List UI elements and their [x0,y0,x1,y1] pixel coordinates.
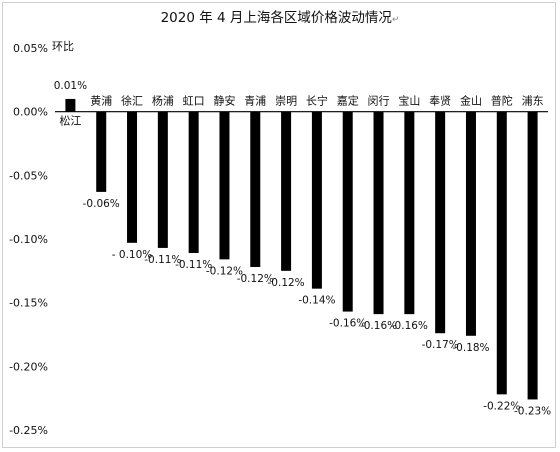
bar [96,111,107,192]
category-label: 静安 [213,94,235,108]
y-tick-label: -0.10% [9,233,48,246]
value-label: -0.12% [237,273,274,285]
bar [342,111,353,312]
value-label: -0.16% [329,318,366,330]
bar [219,111,230,260]
value-label: 0.01% [54,80,87,92]
category-label: 松江 [59,114,81,128]
bar [127,111,138,243]
category-label: 崇明 [275,95,297,108]
value-label: -0.11% [175,259,212,271]
category-label: 宝山 [398,94,420,108]
bar [527,111,538,400]
category-label: 普陀 [491,94,513,108]
y-tick-label: -0.05% [9,169,48,182]
y-tick-label: -0.20% [9,360,48,373]
bar [404,111,415,315]
value-label: -0.22% [483,400,520,412]
value-label: -0.06% [83,198,120,210]
value-label: -0.18% [452,342,489,354]
value-label: - 0.10% [112,249,153,261]
value-label: -0.11% [144,254,181,266]
category-label: 徐汇 [121,94,143,108]
value-label: -0.12% [206,265,243,277]
category-label: 奉贤 [429,94,451,108]
bar [465,111,476,336]
title-suffix-mark: ↵ [391,15,400,25]
value-label: -0.16% [360,320,397,332]
value-label: -0.16% [391,320,428,332]
bar [311,111,322,289]
y-tick-label: -0.15% [9,297,48,310]
chart-title: 2020 年 4 月上海各区域价格波动情况↵ [160,10,400,26]
category-label: 黄浦 [90,94,112,108]
category-label: 闵行 [368,94,390,108]
y-tick-label: 0.05% [13,42,48,55]
category-label: 青浦 [244,95,266,108]
bar [373,111,384,315]
y-tick-label: -0.25% [9,424,48,437]
category-label: 长宁 [306,94,328,108]
category-label: 浦东 [522,95,544,108]
y-tick-label: 0.00% [13,106,48,119]
category-label: 金山 [460,94,482,108]
value-label: -0.14% [298,295,335,307]
value-label: -0.12% [268,277,305,289]
bar [496,111,507,395]
bar [435,111,446,334]
bar [281,111,292,271]
bar [188,111,199,254]
category-label: 杨浦 [152,94,174,108]
category-label: 嘉定 [337,94,359,108]
category-label: 虹口 [183,95,205,108]
bar [250,111,261,268]
value-label: -0.23% [514,405,551,417]
bar [65,98,76,112]
bar [157,111,168,248]
value-label: -0.17% [422,339,459,351]
legend-label: 环比 [52,40,74,53]
